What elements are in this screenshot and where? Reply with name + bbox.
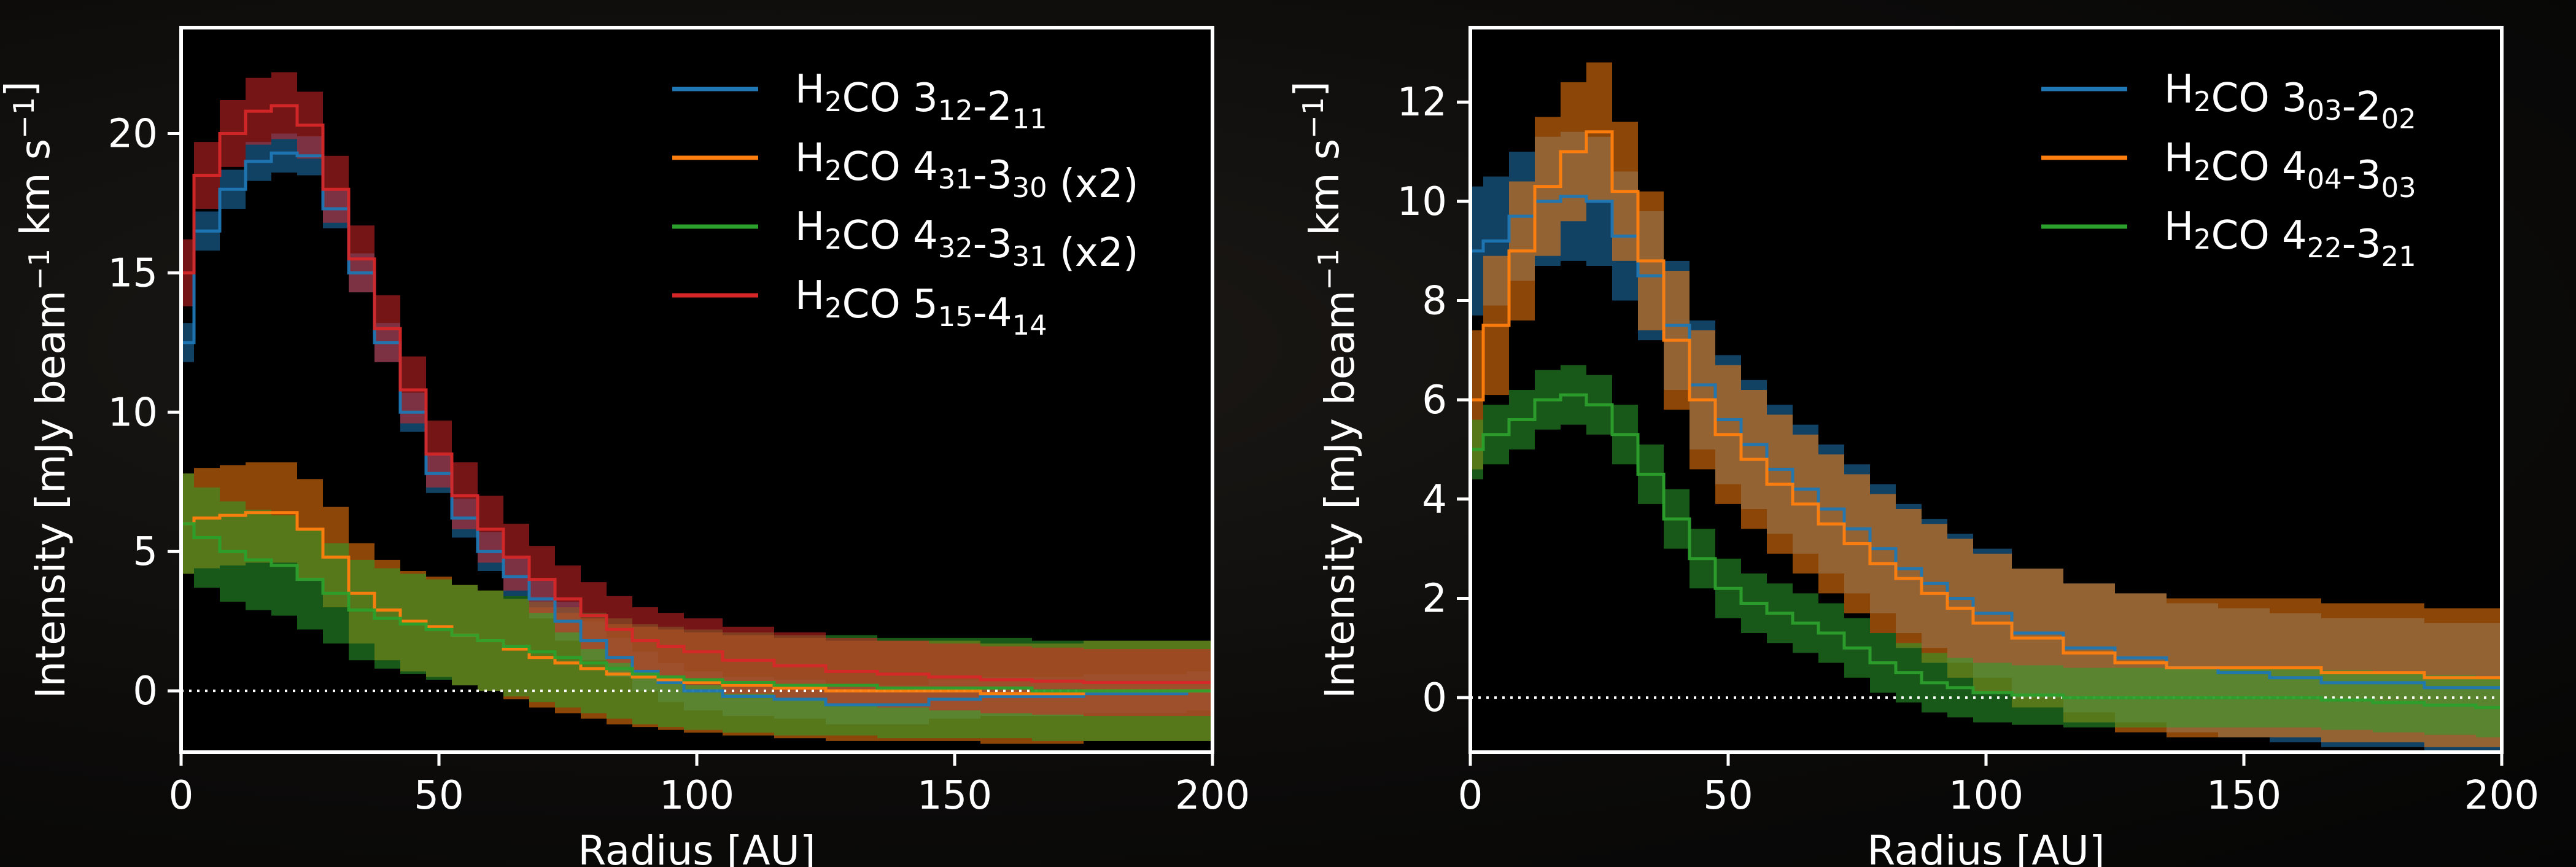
y-tick-label: 10 — [108, 390, 158, 435]
series-line-2 — [181, 511, 1212, 696]
plot-content — [181, 72, 1212, 744]
series-line-2 — [1470, 130, 2502, 680]
y-tick-label: 15 — [108, 251, 158, 296]
plot-content — [1470, 62, 2502, 752]
y-tick-label: 5 — [133, 529, 158, 575]
y-tick-label: 12 — [1397, 80, 1447, 125]
band-4 — [181, 72, 1212, 717]
y-tick-label: 20 — [108, 111, 158, 157]
series-line-3 — [181, 522, 1212, 693]
legend-label: H2CO 431-330 (x2) — [795, 136, 1138, 207]
y-tick-label: 6 — [1422, 378, 1447, 423]
y-tick-label: 0 — [1422, 675, 1447, 721]
legend-label: H2CO 404-303 — [2164, 136, 2416, 204]
x-tick-label: 50 — [414, 773, 464, 818]
x-tick-label: 150 — [2206, 773, 2281, 818]
x-tick-label: 100 — [1949, 773, 2023, 818]
x-tick-label: 50 — [1703, 773, 1753, 818]
y-tick-label: 8 — [1422, 279, 1447, 324]
x-tick-label: 0 — [169, 773, 194, 818]
series-line-3 — [1470, 393, 2502, 709]
x-tick-label: 200 — [2464, 773, 2539, 818]
legend-label: H2CO 303-202 — [2164, 67, 2416, 135]
x-axis-label: Radius [AU] — [578, 827, 815, 867]
legend-label: H2CO 432-331 (x2) — [795, 204, 1138, 276]
x-tick-label: 150 — [917, 773, 992, 818]
right-chart: 0 50 100 150 200 0 2 4 6 8 10 12 Radius [AU] Intensit… — [1286, 26, 2539, 867]
y-tick-label: 2 — [1422, 576, 1447, 621]
band-3 — [1470, 365, 2502, 737]
legend-label: H2CO 312-211 — [795, 67, 1047, 135]
x-axis-label: Radius [AU] — [1867, 827, 2105, 867]
series-line-4 — [181, 104, 1212, 685]
x-tick-label: 0 — [1458, 773, 1483, 818]
y-axis-label: Intensity [mJy beam−1 km s−1] — [1286, 81, 1364, 699]
y-tick-label: 0 — [133, 669, 158, 714]
x-tick-label: 200 — [1175, 773, 1250, 818]
y-tick-label: 4 — [1422, 477, 1447, 523]
legend-label: H2CO 515-414 — [795, 273, 1047, 341]
left-chart: 0 50 100 150 200 0 5 10 15 20 Radius [AU] Intensity… — [0, 26, 1250, 867]
y-tick-label: 10 — [1397, 179, 1447, 225]
legend-label: H2CO 422-321 — [2164, 204, 2416, 273]
y-axis-label: Intensity [mJy beam−1 km s−1] — [0, 81, 74, 699]
x-tick-label: 100 — [659, 773, 734, 818]
